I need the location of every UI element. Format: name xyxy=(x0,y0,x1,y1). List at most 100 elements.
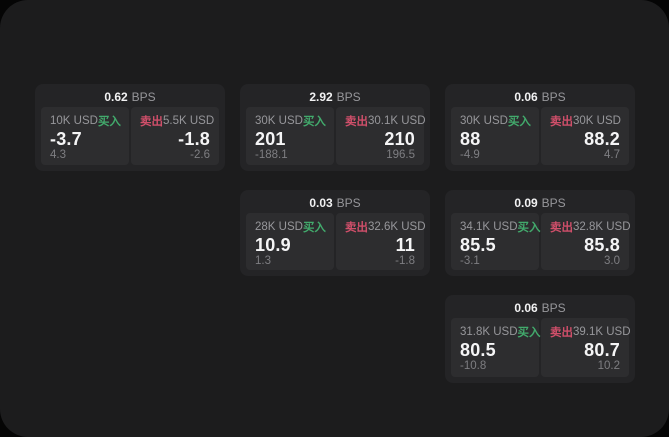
sell-quote-tile[interactable]: 卖出 32.8K USD 85.8 3.0 xyxy=(541,213,631,270)
sell-price: 210 xyxy=(384,129,415,149)
buy-notional: 34.1K USD xyxy=(460,221,518,233)
sell-quote-tile[interactable]: 卖出 5.5K USD -1.8 -2.6 xyxy=(131,107,219,165)
buy-price: 85.5 xyxy=(460,235,496,255)
sell-quote-tile[interactable]: 卖出 30.1K USD 210 196.5 xyxy=(336,107,426,165)
spread-unit-label: BPS xyxy=(336,196,361,210)
sell-side-label: 卖出 xyxy=(550,116,573,128)
buy-tile-header: 31.8K USD 买入 xyxy=(460,324,541,340)
spread-value: 0.09 xyxy=(514,196,538,210)
spread-header: 0.06 BPS xyxy=(451,299,629,318)
quote-card: 0.09 BPS 34.1K USD 买入 85.5 -3.1 卖出 32.8K… xyxy=(445,190,635,276)
quote-card: 0.03 BPS 28K USD 买入 10.9 1.3 卖出 32.6K US… xyxy=(240,190,430,276)
sell-tile-header: 卖出 32.6K USD xyxy=(345,219,426,235)
spread-unit-label: BPS xyxy=(336,90,361,104)
buy-quote-tile[interactable]: 10K USD 买入 -3.7 4.3 xyxy=(41,107,129,165)
sell-price: 88.2 xyxy=(584,129,620,149)
buy-side-label: 买入 xyxy=(517,222,541,234)
spread-value: 2.92 xyxy=(309,90,333,104)
buy-price: -3.7 xyxy=(50,129,82,149)
quote-panes: 30K USD 买入 88 -4.9 卖出 30K USD 88.2 4.7 xyxy=(451,107,629,165)
sell-skew-value: 196.5 xyxy=(386,149,415,161)
buy-price: 88 xyxy=(460,129,481,149)
buy-notional: 10K USD xyxy=(50,115,98,127)
sell-skew-value: -1.8 xyxy=(395,255,415,267)
buy-side-label: 买入 xyxy=(302,116,326,128)
buy-skew-value: 1.3 xyxy=(255,255,271,267)
sell-notional: 30K USD xyxy=(573,115,621,127)
buy-price: 10.9 xyxy=(255,235,291,255)
sell-side-label: 卖出 xyxy=(550,327,573,339)
buy-quote-tile[interactable]: 34.1K USD 买入 85.5 -3.1 xyxy=(451,213,541,270)
sell-skew-value: -2.6 xyxy=(190,149,210,161)
spread-value: 0.03 xyxy=(309,196,333,210)
sell-quote-tile[interactable]: 卖出 30K USD 88.2 4.7 xyxy=(541,107,629,165)
spread-unit-label: BPS xyxy=(541,196,566,210)
sell-side-label: 卖出 xyxy=(140,116,163,128)
sell-tile-header: 卖出 30K USD xyxy=(550,113,621,129)
quote-card: 0.06 BPS 31.8K USD 买入 80.5 -10.8 卖出 39.1… xyxy=(445,295,635,383)
quote-grid: 0.62 BPS 10K USD 买入 -3.7 4.3 卖出 5.5K USD… xyxy=(35,84,635,383)
sell-skew-value: 4.7 xyxy=(604,149,620,161)
sell-skew-value: 3.0 xyxy=(604,255,620,267)
spread-header: 0.09 BPS xyxy=(451,194,629,213)
quote-panes: 10K USD 买入 -3.7 4.3 卖出 5.5K USD -1.8 -2.… xyxy=(41,107,219,165)
buy-quote-tile[interactable]: 30K USD 买入 88 -4.9 xyxy=(451,107,539,165)
buy-tile-header: 28K USD 买入 xyxy=(255,219,326,235)
quote-card: 0.06 BPS 30K USD 买入 88 -4.9 卖出 30K USD 8… xyxy=(445,84,635,171)
buy-price: 201 xyxy=(255,129,286,149)
sell-side-label: 卖出 xyxy=(345,116,368,128)
quote-panes: 31.8K USD 买入 80.5 -10.8 卖出 39.1K USD 80.… xyxy=(451,318,631,377)
spread-header: 0.62 BPS xyxy=(41,88,219,107)
spread-unit-label: BPS xyxy=(541,90,566,104)
buy-tile-header: 34.1K USD 买入 xyxy=(460,219,541,235)
buy-side-label: 买入 xyxy=(517,327,541,339)
buy-skew-value: -3.1 xyxy=(460,255,480,267)
spread-header: 0.03 BPS xyxy=(246,194,424,213)
sell-tile-header: 卖出 32.8K USD xyxy=(550,219,631,235)
sell-quote-tile[interactable]: 卖出 32.6K USD 11 -1.8 xyxy=(336,213,426,270)
spread-unit-label: BPS xyxy=(131,90,156,104)
quote-panes: 30K USD 买入 201 -188.1 卖出 30.1K USD 210 1… xyxy=(246,107,426,165)
spread-value: 0.06 xyxy=(514,301,538,315)
sell-notional: 30.1K USD xyxy=(368,115,426,127)
sell-price: -1.8 xyxy=(178,129,210,149)
buy-tile-header: 30K USD 买入 xyxy=(460,113,531,129)
quote-card: 2.92 BPS 30K USD 买入 201 -188.1 卖出 30.1K … xyxy=(240,84,430,171)
sell-tile-header: 卖出 39.1K USD xyxy=(550,324,631,340)
sell-price: 85.8 xyxy=(584,235,620,255)
quote-panes: 34.1K USD 买入 85.5 -3.1 卖出 32.8K USD 85.8… xyxy=(451,213,631,270)
sell-tile-header: 卖出 5.5K USD xyxy=(140,113,214,129)
buy-skew-value: 4.3 xyxy=(50,149,66,161)
buy-skew-value: -10.8 xyxy=(460,360,487,372)
buy-notional: 28K USD xyxy=(255,221,303,233)
spread-value: 0.06 xyxy=(514,90,538,104)
sell-side-label: 卖出 xyxy=(550,222,573,234)
sell-side-label: 卖出 xyxy=(345,222,368,234)
buy-quote-tile[interactable]: 28K USD 买入 10.9 1.3 xyxy=(246,213,334,270)
sell-quote-tile[interactable]: 卖出 39.1K USD 80.7 10.2 xyxy=(541,318,631,377)
quote-card: 0.62 BPS 10K USD 买入 -3.7 4.3 卖出 5.5K USD… xyxy=(35,84,225,171)
sell-notional: 39.1K USD xyxy=(573,326,631,338)
buy-notional: 30K USD xyxy=(255,115,303,127)
sell-tile-header: 卖出 30.1K USD xyxy=(345,113,426,129)
spread-value: 0.62 xyxy=(104,90,128,104)
quote-panes: 28K USD 买入 10.9 1.3 卖出 32.6K USD 11 -1.8 xyxy=(246,213,426,270)
spread-header: 2.92 BPS xyxy=(246,88,424,107)
sell-price: 11 xyxy=(395,235,415,255)
buy-quote-tile[interactable]: 30K USD 买入 201 -188.1 xyxy=(246,107,334,165)
sell-price: 80.7 xyxy=(584,340,620,360)
buy-notional: 31.8K USD xyxy=(460,326,518,338)
spread-header: 0.06 BPS xyxy=(451,88,629,107)
sell-skew-value: 10.2 xyxy=(597,360,620,372)
buy-price: 80.5 xyxy=(460,340,496,360)
buy-side-label: 买入 xyxy=(302,222,326,234)
buy-skew-value: -188.1 xyxy=(255,149,288,161)
sell-notional: 32.8K USD xyxy=(573,221,631,233)
buy-skew-value: -4.9 xyxy=(460,149,480,161)
buy-tile-header: 10K USD 买入 xyxy=(50,113,121,129)
sell-notional: 5.5K USD xyxy=(163,115,215,127)
buy-notional: 30K USD xyxy=(460,115,508,127)
buy-side-label: 买入 xyxy=(507,116,531,128)
buy-quote-tile[interactable]: 31.8K USD 买入 80.5 -10.8 xyxy=(451,318,541,377)
